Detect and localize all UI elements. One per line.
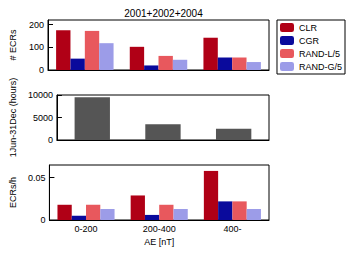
svg-text:200-400: 200-400 — [143, 224, 176, 234]
svg-text:100: 100 — [29, 42, 44, 52]
svg-text:0.05: 0.05 — [28, 173, 46, 183]
svg-text:10000: 10000 — [28, 90, 53, 100]
svg-text:ECRs/h: ECRs/h — [8, 177, 18, 208]
svg-text:2001+2002+2004: 2001+2002+2004 — [124, 8, 203, 19]
svg-text:200: 200 — [29, 20, 44, 30]
svg-text:RAND-G/5: RAND-G/5 — [299, 62, 342, 72]
svg-text:400-: 400- — [223, 224, 241, 234]
svg-text:0: 0 — [48, 135, 53, 145]
svg-text:0-200: 0-200 — [74, 224, 97, 234]
svg-text:AE [nT]: AE [nT] — [144, 237, 174, 247]
svg-text:RAND-L/5: RAND-L/5 — [299, 49, 340, 59]
svg-text:1Jun-31Dec (hours): 1Jun-31Dec (hours) — [8, 78, 18, 158]
svg-text:CGR: CGR — [299, 36, 320, 46]
svg-text:5000: 5000 — [33, 113, 53, 123]
svg-text:0: 0 — [40, 215, 45, 225]
svg-text:# ECRs: # ECRs — [8, 29, 18, 61]
svg-text:0: 0 — [39, 65, 44, 75]
svg-text:CLR: CLR — [299, 23, 318, 33]
